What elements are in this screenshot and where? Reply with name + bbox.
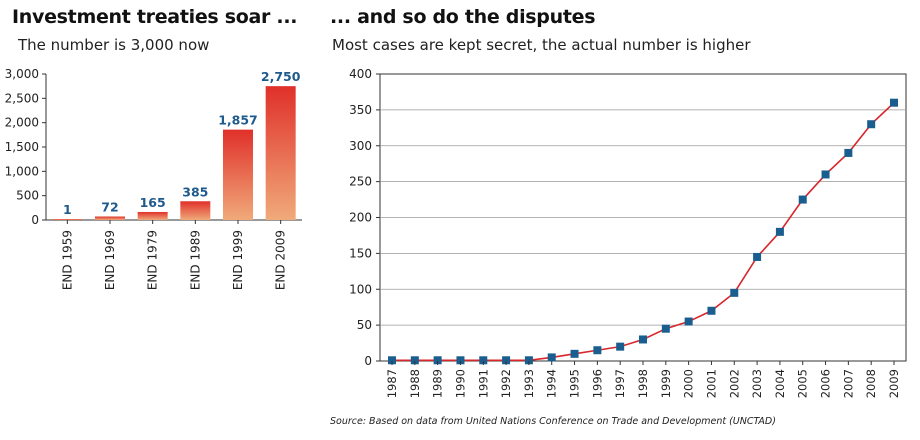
bar-value-label: 72: [101, 199, 118, 214]
line-x-tick-label: 2000: [682, 369, 696, 398]
bar: [265, 86, 296, 221]
bar: [52, 219, 83, 220]
line-x-tick-label: 1987: [385, 369, 399, 398]
bar-x-tick-label: END 1979: [146, 230, 160, 290]
data-point-marker: [867, 120, 876, 129]
source-note: Source: Based on data from United Nation…: [330, 416, 776, 427]
data-point-marker: [616, 342, 625, 351]
bar-y-tick-label: 1,000: [5, 164, 39, 178]
data-point-marker: [798, 195, 807, 204]
bar-value-label: 1,857: [218, 113, 258, 128]
left-chart-subtitle: The number is 3,000 now: [18, 36, 210, 54]
line-x-tick-label: 1998: [636, 369, 650, 398]
line-x-tick-label: 1994: [545, 369, 559, 398]
bar: [137, 211, 168, 220]
line-x-tick-label: 1999: [659, 369, 673, 398]
data-point-marker: [775, 227, 784, 236]
data-point-marker: [639, 335, 647, 344]
data-point-marker: [707, 306, 716, 315]
line-y-tick-label: 250: [349, 175, 372, 189]
line-x-tick-label: 1992: [499, 369, 513, 398]
line-y-tick-label: 350: [349, 103, 372, 117]
disputes-series-line: [392, 102, 895, 362]
line-y-tick-label: 300: [349, 139, 372, 153]
line-x-tick-label: 2001: [704, 369, 718, 398]
line-x-tick-label: 1989: [431, 369, 445, 398]
bar-y-tick-label: 2,000: [5, 116, 39, 130]
data-point-marker: [684, 317, 693, 326]
bar-y-tick-label: 500: [16, 189, 39, 203]
line-x-tick-label: 1995: [568, 369, 582, 398]
data-point-marker: [890, 98, 898, 107]
bar-x-tick-label: END 1989: [188, 230, 202, 290]
data-point-marker: [570, 349, 579, 358]
data-point-marker: [433, 356, 442, 365]
line-x-tick-label: 2004: [773, 369, 787, 398]
data-point-marker: [821, 170, 830, 179]
data-point-marker: [502, 356, 511, 365]
data-point-marker: [388, 356, 396, 365]
bar-x-tick-label: END 1999: [231, 230, 245, 290]
bar: [180, 201, 211, 220]
line-x-tick-label: 2007: [841, 369, 855, 398]
bar-value-label: 385: [182, 184, 208, 199]
line-y-tick-label: 400: [349, 67, 372, 81]
bar-value-label: 165: [140, 195, 166, 210]
line-x-tick-label: 1988: [408, 369, 422, 398]
bar-x-tick-label: END 2009: [274, 230, 288, 290]
data-point-marker: [730, 288, 739, 297]
bar-x-tick-label: END 1959: [60, 230, 74, 290]
line-x-tick-label: 1996: [590, 369, 604, 398]
data-point-marker: [844, 148, 853, 157]
line-x-tick-label: 2005: [796, 369, 810, 398]
line-x-tick-label: 1991: [476, 369, 490, 398]
data-point-marker: [753, 252, 762, 261]
left-chart-title: Investment treaties soar ...: [12, 6, 298, 28]
bar-y-tick-label: 3,000: [5, 67, 39, 81]
line-x-tick-label: 2003: [750, 369, 764, 398]
line-x-tick-label: 2002: [727, 369, 741, 398]
line-y-tick-label: 0: [364, 354, 372, 368]
bar-x-tick-label: END 1969: [103, 230, 117, 290]
line-x-tick-label: 1990: [453, 369, 467, 398]
data-point-marker: [479, 356, 488, 365]
data-point-marker: [524, 356, 533, 365]
line-y-tick-label: 200: [349, 211, 372, 225]
data-point-marker: [593, 346, 602, 355]
line-y-tick-label: 50: [357, 318, 372, 332]
line-x-tick-label: 2008: [864, 369, 878, 398]
right-chart-subtitle: Most cases are kept secret, the actual n…: [332, 36, 751, 54]
line-x-tick-label: 1997: [613, 369, 627, 398]
line-y-tick-label: 100: [349, 282, 372, 296]
bar: [223, 129, 253, 220]
bar-y-tick-label: 0: [31, 213, 39, 227]
bar: [95, 216, 125, 220]
bar-y-tick-label: 1,500: [5, 140, 39, 154]
line-x-tick-label: 2009: [887, 369, 901, 398]
line-y-tick-label: 150: [349, 246, 372, 260]
data-point-marker: [410, 356, 419, 365]
data-point-marker: [661, 324, 670, 333]
bar-value-label: 1: [63, 202, 72, 217]
line-x-tick-label: 1993: [522, 369, 536, 398]
data-point-marker: [456, 356, 465, 365]
line-x-tick-label: 2006: [819, 369, 833, 398]
bar-y-tick-label: 2,500: [5, 91, 39, 105]
right-chart-title: ... and so do the disputes: [330, 6, 596, 28]
data-point-marker: [547, 353, 556, 362]
bar-value-label: 2,750: [261, 69, 301, 84]
